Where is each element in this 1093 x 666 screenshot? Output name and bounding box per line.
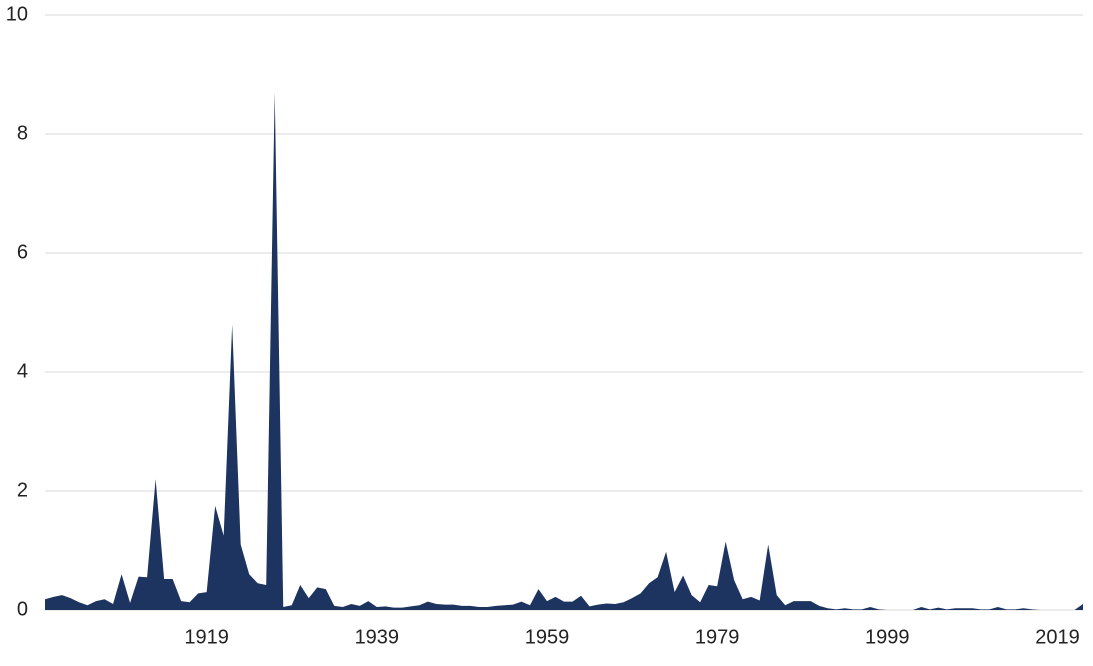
x-tick-label: 1999 bbox=[865, 626, 910, 648]
x-tick-label: 1939 bbox=[355, 626, 400, 648]
x-tick-label: 1959 bbox=[525, 626, 570, 648]
y-tick-label: 8 bbox=[17, 122, 28, 144]
y-tick-label: 6 bbox=[17, 241, 28, 263]
y-tick-label: 10 bbox=[6, 3, 28, 25]
y-tick-label: 0 bbox=[17, 598, 28, 620]
x-tick-label: 1979 bbox=[695, 626, 740, 648]
y-tick-label: 4 bbox=[17, 360, 28, 382]
x-tick-label: 1919 bbox=[184, 626, 229, 648]
x-tick-label: 2019 bbox=[1035, 626, 1080, 648]
y-tick-label: 2 bbox=[17, 479, 28, 501]
area bbox=[45, 92, 1083, 611]
